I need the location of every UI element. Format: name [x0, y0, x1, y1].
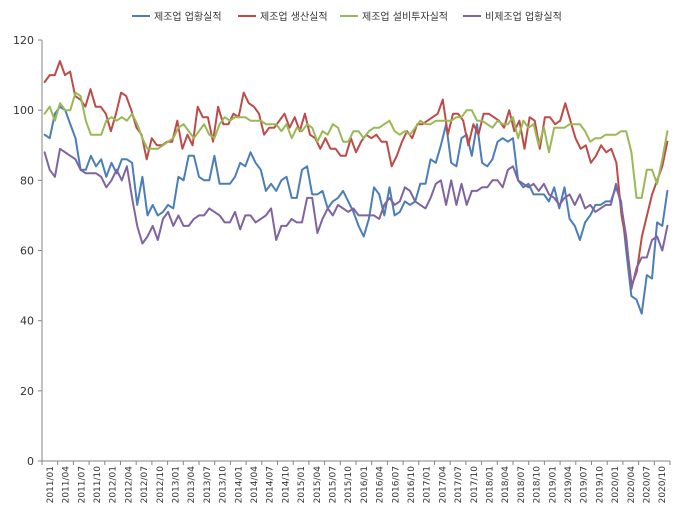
legend: 제조업 업황실적 제조업 생산실적 제조업 설비투자실적 비제조업 업황실적	[132, 10, 562, 23]
x-tick-label: 2015/04	[313, 466, 323, 504]
series-line-3	[43, 91, 669, 199]
x-axis: 2011/01 2011/04 2011/07 2011/10 2012/01 2012/…	[41, 460, 671, 504]
x-tick-label: 2017/10	[470, 466, 480, 504]
x-tick-label: 2020/10	[658, 466, 668, 504]
plot-lines	[43, 60, 669, 315]
x-tick-label: 2011/04	[62, 466, 72, 504]
x-tick-label: 2020/04	[627, 466, 637, 504]
legend-label-2: 제조업 생산실적	[260, 10, 328, 23]
x-tick-label: 2015/01	[297, 466, 307, 503]
y-tick-label: 40	[20, 315, 34, 328]
x-tick-label: 2016/10	[407, 466, 417, 504]
series-line-2	[43, 60, 669, 287]
x-tick-label: 2020/01	[611, 466, 621, 503]
series-line-4	[43, 147, 669, 291]
x-tick-label: 2018/07	[517, 466, 527, 503]
x-tick-label: 2012/01	[109, 466, 119, 503]
legend-label-3: 제조업 설비투자실적	[362, 10, 448, 23]
y-tick-label: 80	[20, 174, 34, 187]
y-tick-label: 120	[13, 34, 34, 47]
x-tick-label: 2012/07	[140, 466, 150, 503]
y-axis: 0 20 40 60 80 100 120	[13, 34, 43, 468]
x-tick-label: 2019/04	[564, 466, 574, 504]
x-tick-label: 2013/07	[203, 466, 213, 503]
x-tick-label: 2018/01	[485, 466, 495, 503]
x-tick-label: 2018/04	[501, 466, 511, 504]
x-tick-label: 2015/07	[328, 466, 338, 503]
x-tick-label: 2015/10	[344, 466, 354, 504]
legend-label-4: 비제조업 업황실적	[485, 10, 562, 23]
legend-label-1: 제조업 업황실적	[154, 10, 222, 23]
x-tick-label: 2017/01	[423, 466, 433, 503]
x-tick-label: 2016/01	[360, 466, 370, 503]
x-tick-label: 2017/04	[438, 466, 448, 504]
x-tick-label: 2019/01	[548, 466, 558, 503]
x-tick-label: 2014/07	[266, 466, 276, 503]
x-tick-label: 2013/04	[187, 466, 197, 504]
x-tick-label: 2019/10	[595, 466, 605, 504]
x-tick-label: 2016/07	[391, 466, 401, 503]
x-tick-label: 2018/10	[533, 466, 543, 504]
x-tick-label: 2011/10	[93, 466, 103, 504]
series-line-1	[43, 105, 669, 315]
x-tick-label: 2014/10	[281, 466, 291, 504]
x-tick-label: 2012/10	[156, 466, 166, 504]
x-tick-label: 2020/07	[642, 466, 652, 503]
x-tick-label: 2011/07	[77, 466, 87, 503]
x-tick-label: 2011/01	[46, 466, 56, 503]
x-tick-label: 2019/07	[580, 466, 590, 503]
y-tick-label: 60	[20, 245, 34, 258]
x-tick-label: 2014/04	[250, 466, 260, 504]
y-tick-label: 0	[27, 455, 34, 468]
y-tick-label: 20	[20, 385, 34, 398]
x-tick-label: 2013/01	[171, 466, 181, 503]
x-tick-label: 2013/10	[219, 466, 229, 504]
x-tick-label: 2017/07	[454, 466, 464, 503]
x-tick-label: 2016/04	[376, 466, 386, 504]
x-tick-label: 2012/04	[124, 466, 134, 504]
y-tick-label: 100	[13, 104, 34, 117]
x-tick-label: 2014/01	[234, 466, 244, 503]
